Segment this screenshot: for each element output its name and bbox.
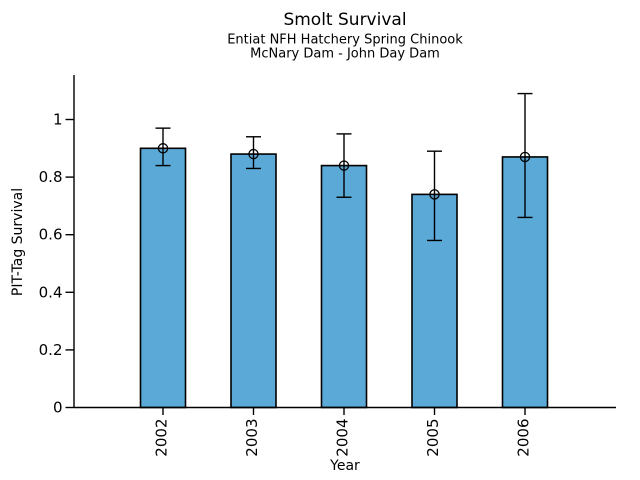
y-tick-label-0: 0 xyxy=(53,399,63,417)
chart-subtitle-line2: McNary Dam - John Day Dam xyxy=(250,47,440,62)
point-marker-2002 xyxy=(157,143,169,154)
point-marker-2006 xyxy=(519,151,531,163)
bar-2002 xyxy=(139,147,187,409)
point-marker-2003 xyxy=(248,148,259,160)
x-tick-label-2005: 2005 xyxy=(424,419,442,457)
y-tick-label-1: 1 xyxy=(53,111,63,129)
chart-subtitle-line1: Entiat NFH Hatchery Spring Chinook xyxy=(227,33,463,48)
bar-2003 xyxy=(230,153,277,409)
y-tick-label-0.4: 0.4 xyxy=(39,283,63,301)
bar-2004 xyxy=(320,164,368,409)
x-axis-label: Year xyxy=(329,458,360,474)
y-tick-label-0.8: 0.8 xyxy=(39,168,63,186)
plot-area: 0 0.2 0.4 0.6 0.8 1 2002 2003 2004 2005 2006 xyxy=(39,75,616,457)
y-axis-label: PIT-Tag Survival xyxy=(10,188,26,296)
chart-title: Smolt Survival xyxy=(283,10,406,30)
x-tick-label-2002: 2002 xyxy=(153,419,171,457)
x-tick-label-2004: 2004 xyxy=(334,419,352,457)
y-tick-label-0.6: 0.6 xyxy=(39,226,63,244)
x-tick-label-2003: 2003 xyxy=(243,419,261,457)
point-marker-2004 xyxy=(338,160,350,171)
x-tick-label-2006: 2006 xyxy=(515,419,533,457)
y-tick-label-0.2: 0.2 xyxy=(39,341,63,359)
point-marker-2005 xyxy=(429,189,440,200)
